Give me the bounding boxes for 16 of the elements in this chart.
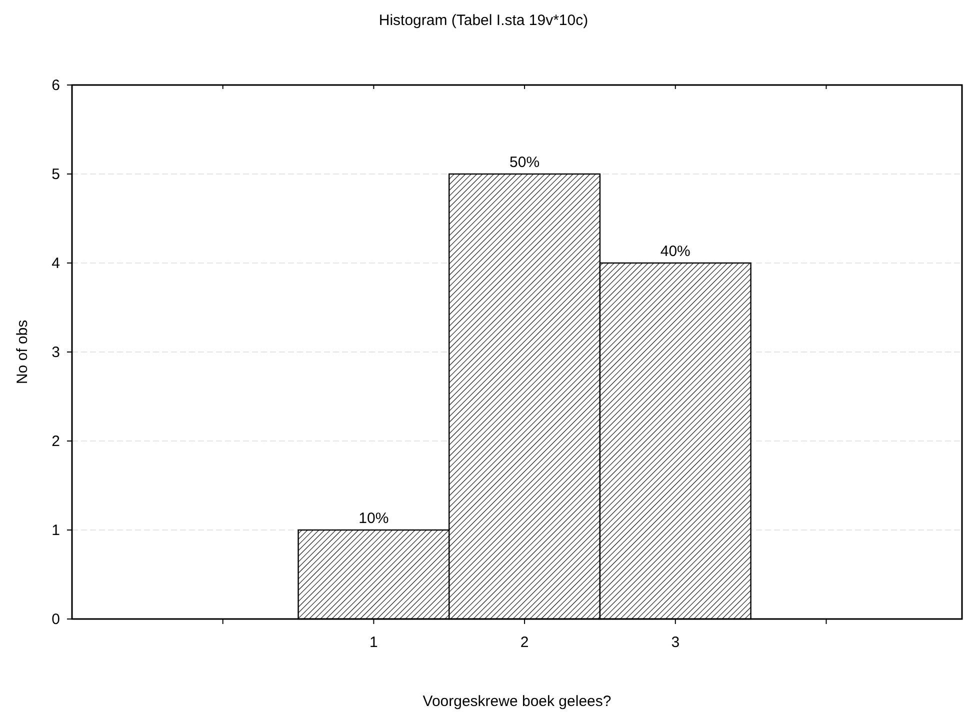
y-tick-label: 2: [52, 433, 60, 450]
y-axis-title: No of obs: [14, 320, 31, 384]
x-tick-label: 1: [370, 634, 378, 651]
x-axis-title: Voorgeskrewe boek gelees?: [422, 693, 612, 710]
y-tick-label: 3: [52, 344, 60, 361]
y-tick-label: 4: [52, 255, 60, 272]
x-tick-label: 3: [671, 634, 680, 651]
annotation: 50%: [510, 154, 540, 171]
y-tick-label: 5: [52, 166, 60, 183]
annotation: 40%: [660, 243, 690, 260]
annotation: 10%: [358, 510, 389, 527]
x-tick-label: 2: [520, 634, 529, 651]
y-tick-label: 1: [52, 522, 60, 539]
y-tick-label: 0: [52, 611, 60, 628]
y-tick-label: 6: [52, 77, 60, 94]
chart-title: Histogram (Tabel I.sta 19v*10c): [378, 12, 588, 29]
